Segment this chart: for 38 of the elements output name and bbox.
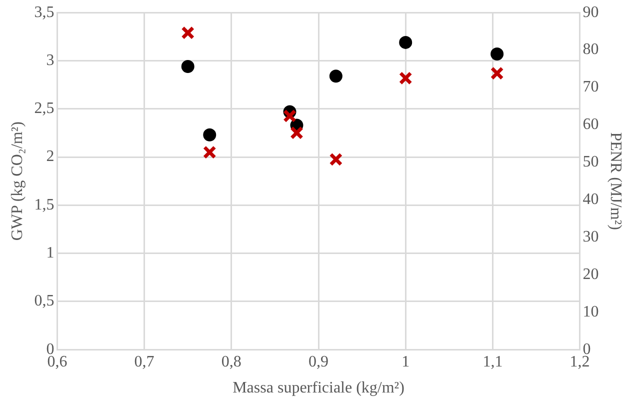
y-tick-label: 3 [46,52,54,69]
point [399,36,412,49]
y-axis-title: GWP (kg CO₂/m²) [8,122,26,241]
y-tick-label: 1,5 [34,196,54,214]
point [490,48,504,61]
x-tick-label: 0,7 [134,353,154,370]
point [329,152,343,166]
x-tick-label: 1,2 [570,353,590,370]
y2-tick-label: 40 [582,191,599,208]
x-tick-label: 1,1 [482,353,503,370]
point [398,71,412,85]
point [203,128,216,142]
y-tick-label: 3,5 [34,4,54,21]
point [181,26,195,40]
x-tick-label: 0,8 [221,353,242,370]
point [181,60,194,74]
y2-tick-label: 10 [582,303,599,320]
y-tick-label: 2,5 [34,100,54,118]
y-tick-label: 1 [46,244,54,262]
x-tick-label: 0,9 [308,353,328,370]
y2-tick-label: 80 [582,41,599,58]
point [490,66,504,80]
point [329,70,342,83]
x-axis-title: Massa superficiale (kg/m²) [232,380,404,397]
point [283,109,296,123]
y2-tick-label: 70 [582,78,599,96]
y2-tick-label: 30 [582,228,599,246]
y2-tick-label: 60 [582,116,599,134]
y2-tick-label: 90 [582,4,599,21]
point [202,146,216,159]
x-tick-label: 0,6 [47,353,68,370]
x-tick-label: 1 [402,353,410,370]
y-tick-label: 2 [46,148,54,166]
point [290,126,304,140]
y2-tick-label: 20 [582,266,599,283]
y2-axis-title: PENR (MJ/m²) [607,132,624,230]
y-tick-label: 0,5 [34,292,54,310]
y2-tick-label: 50 [582,154,599,171]
